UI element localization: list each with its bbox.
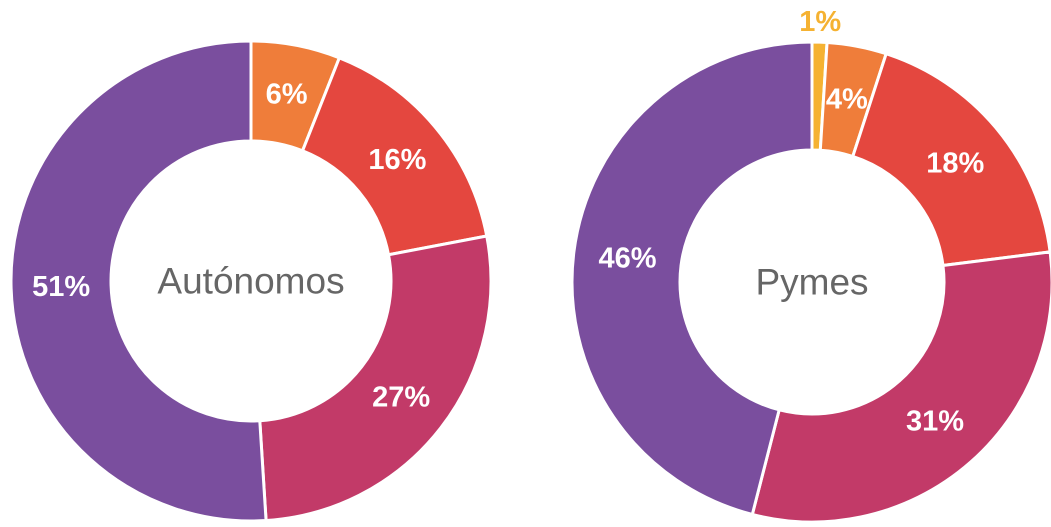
value-label: 46% xyxy=(598,243,656,275)
value-label: 18% xyxy=(926,147,984,179)
slice xyxy=(258,234,493,523)
slice xyxy=(570,40,814,517)
value-label: 51% xyxy=(32,271,90,303)
value-label: 1% xyxy=(799,6,841,38)
slice xyxy=(850,51,1051,268)
value-label: 16% xyxy=(368,144,426,176)
value-label: 31% xyxy=(906,406,964,438)
value-label: 6% xyxy=(266,78,308,110)
value-label: 27% xyxy=(372,381,430,413)
center-title: Autónomos xyxy=(157,261,344,302)
slice xyxy=(750,250,1051,524)
value-label: 4% xyxy=(826,83,868,115)
slice xyxy=(9,39,268,523)
center-title: Pymes xyxy=(755,262,868,303)
